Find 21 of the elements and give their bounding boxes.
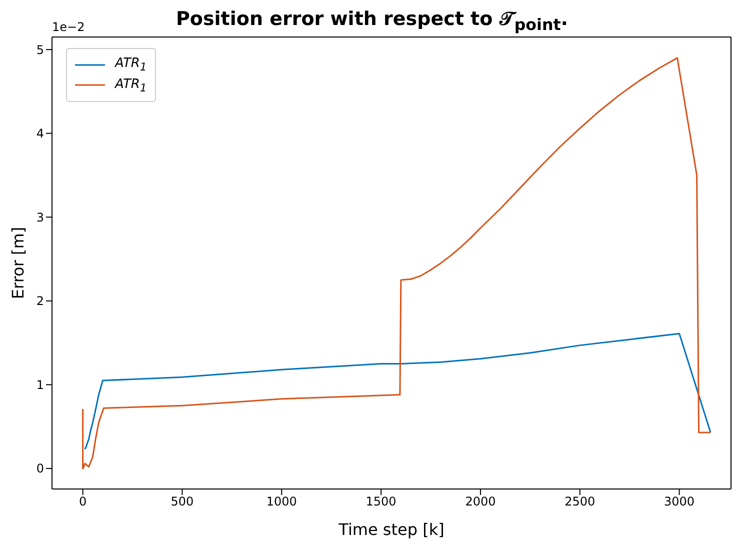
x-tick-label: 3000 — [664, 494, 695, 509]
x-tick-label: 1000 — [266, 494, 297, 509]
y-tick-label: 3 — [36, 210, 44, 224]
x-axis-title: Time step [k] — [338, 520, 444, 539]
y-tick-label: 1 — [36, 378, 44, 392]
x-tick-label: 1500 — [366, 494, 396, 509]
y-axis-title: Error [m] — [8, 226, 28, 300]
x-tick-label: 2000 — [465, 494, 496, 509]
x-tick-label: 0 — [79, 494, 87, 509]
legend-label: ATR$_{1}$ — [115, 56, 147, 74]
y-tick-label: 5 — [36, 42, 44, 57]
y-tick-label: 2 — [36, 294, 44, 308]
x-tick-label: 500 — [170, 494, 194, 509]
line-series — [84, 332, 712, 450]
y-tick-label: 4 — [36, 126, 44, 141]
chart-title: Position error with respect to 𝒯$_{point}$. — [176, 8, 568, 34]
y-tick-label: 0 — [36, 462, 44, 476]
text: 1e−2 — [52, 20, 85, 34]
line-series — [82, 57, 712, 470]
x-tick-label: 2500 — [564, 494, 596, 509]
legend-label: ATR$_{1}$ — [115, 76, 147, 94]
